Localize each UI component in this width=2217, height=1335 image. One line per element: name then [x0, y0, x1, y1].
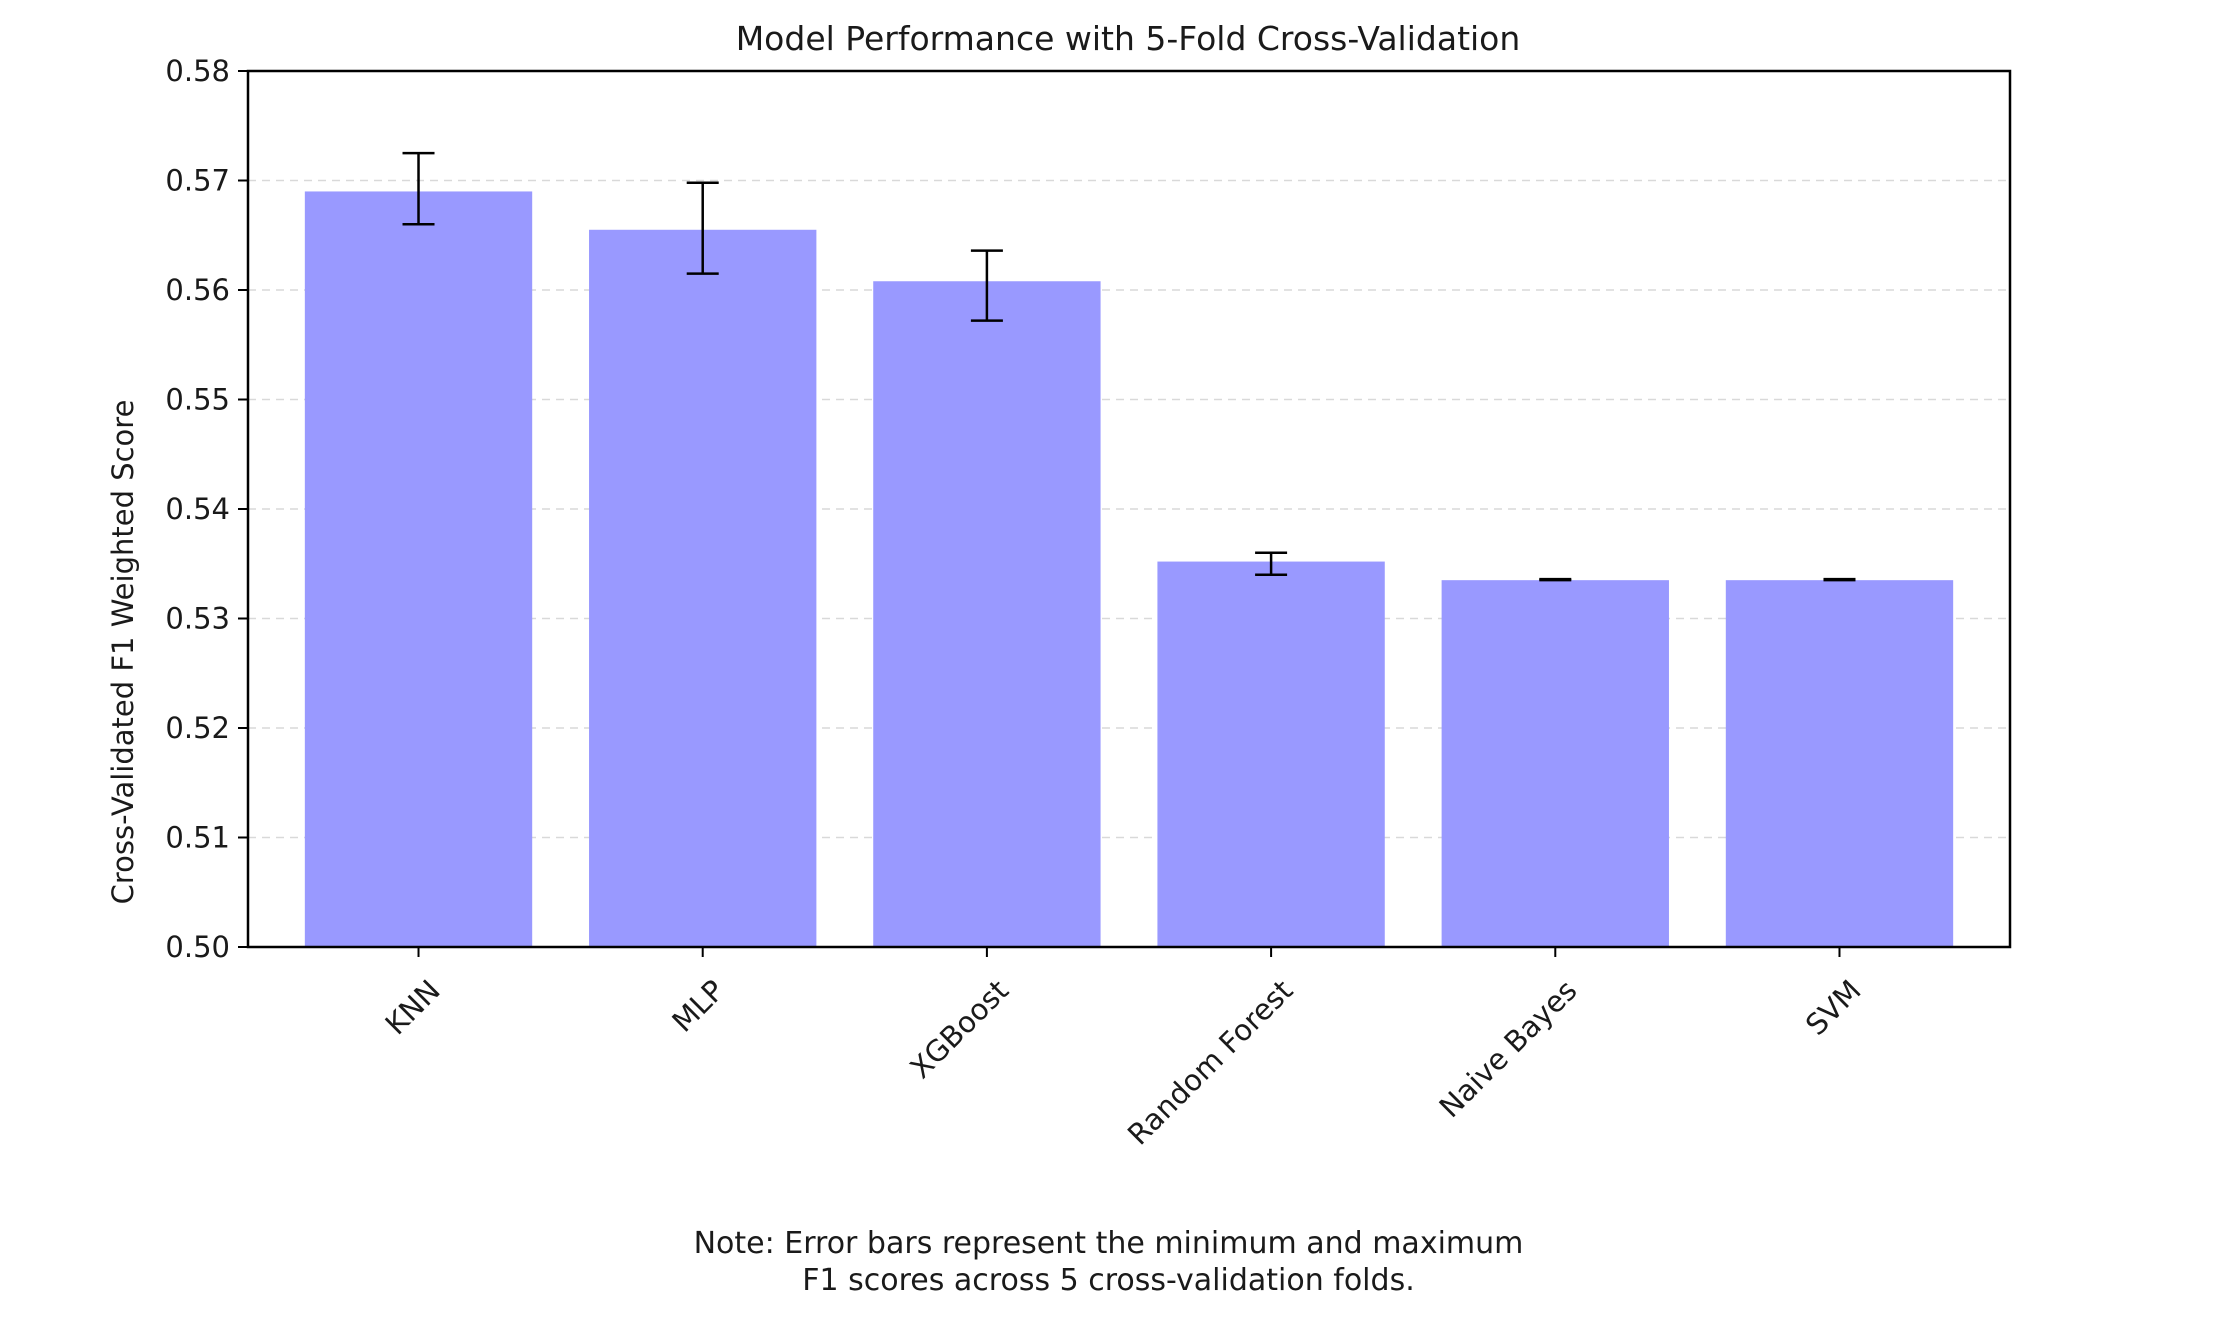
x-tick-label: MLP — [665, 973, 731, 1039]
x-tick-label: Naive Bayes — [1433, 973, 1584, 1124]
y-tick-label: 0.58 — [165, 54, 230, 88]
y-tick-label: 0.56 — [165, 273, 230, 307]
y-tick-label: 0.53 — [165, 602, 230, 636]
bars — [304, 191, 1954, 947]
chart-title: Model Performance with 5-Fold Cross-Vali… — [736, 19, 1521, 58]
y-tick-label: 0.57 — [165, 164, 230, 198]
chart-note-line-1: Note: Error bars represent the minimum a… — [693, 1226, 1524, 1261]
y-tick-label: 0.51 — [165, 821, 230, 855]
y-tick-label: 0.55 — [165, 383, 230, 417]
x-tick-label: XGBoost — [903, 973, 1015, 1085]
x-tick-label: KNN — [379, 973, 447, 1041]
y-tick-label: 0.52 — [165, 711, 230, 745]
y-tick-label: 0.50 — [165, 930, 230, 964]
x-axis-ticks: KNN MLP XGBoost Random Forest Naive Bayes SVM — [379, 947, 1868, 1152]
y-tick-label: 0.54 — [165, 492, 230, 526]
x-tick-label: Random Forest — [1121, 973, 1299, 1151]
y-axis-ticks: 0.50 0.51 0.52 0.53 0.54 0.55 0.56 0.57 0.58 — [165, 54, 248, 964]
x-tick-label: SVM — [1799, 973, 1868, 1042]
bar — [589, 229, 817, 947]
chart-note-line-2: F1 scores across 5 cross-validation fold… — [802, 1263, 1415, 1298]
y-axis-label: Cross-Validated F1 Weighted Score — [106, 400, 140, 905]
bar — [873, 281, 1101, 947]
error-bars — [402, 151, 1856, 582]
chart-note: Note: Error bars represent the minimum a… — [0, 1225, 2217, 1299]
bar — [1157, 561, 1385, 947]
bar — [1441, 580, 1669, 947]
bar — [1725, 580, 1954, 947]
bar — [304, 191, 533, 947]
